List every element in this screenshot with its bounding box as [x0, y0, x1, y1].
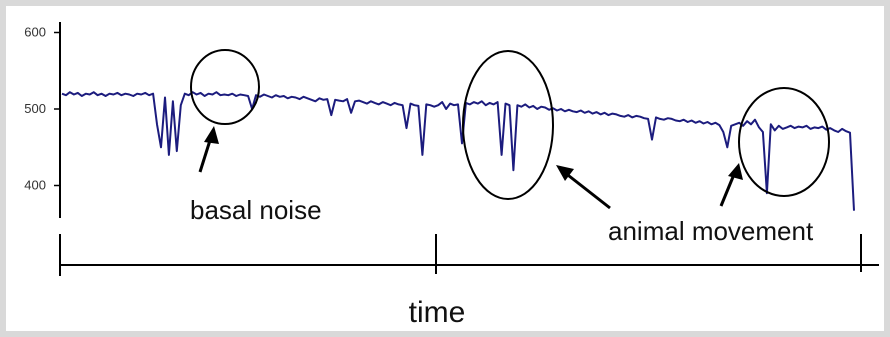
- y-tick-label: 500: [24, 101, 46, 116]
- chart-frame: 400 500 600 basal noise animal movement ti…: [6, 6, 884, 331]
- x-axis-title: time: [409, 296, 466, 329]
- animal-movement-label: animal movement: [608, 216, 814, 246]
- basal-noise-arrow: [198, 126, 219, 173]
- basal-noise-label: basal noise: [190, 195, 322, 225]
- animal-movement-circle-1: [462, 50, 554, 200]
- animal-movement-circle-2: [738, 87, 830, 197]
- animal-movement-arrow-1: [556, 165, 611, 210]
- y-tick-label: 600: [24, 25, 46, 40]
- basal-noise-circle: [190, 49, 260, 125]
- line-chart: 400 500 600 basal noise animal movement ti…: [24, 22, 879, 329]
- y-tick-label: 400: [24, 178, 46, 193]
- series-trace: [61, 91, 855, 211]
- y-ticks: 400 500 600: [24, 25, 60, 193]
- animal-movement-arrow-2: [719, 163, 743, 207]
